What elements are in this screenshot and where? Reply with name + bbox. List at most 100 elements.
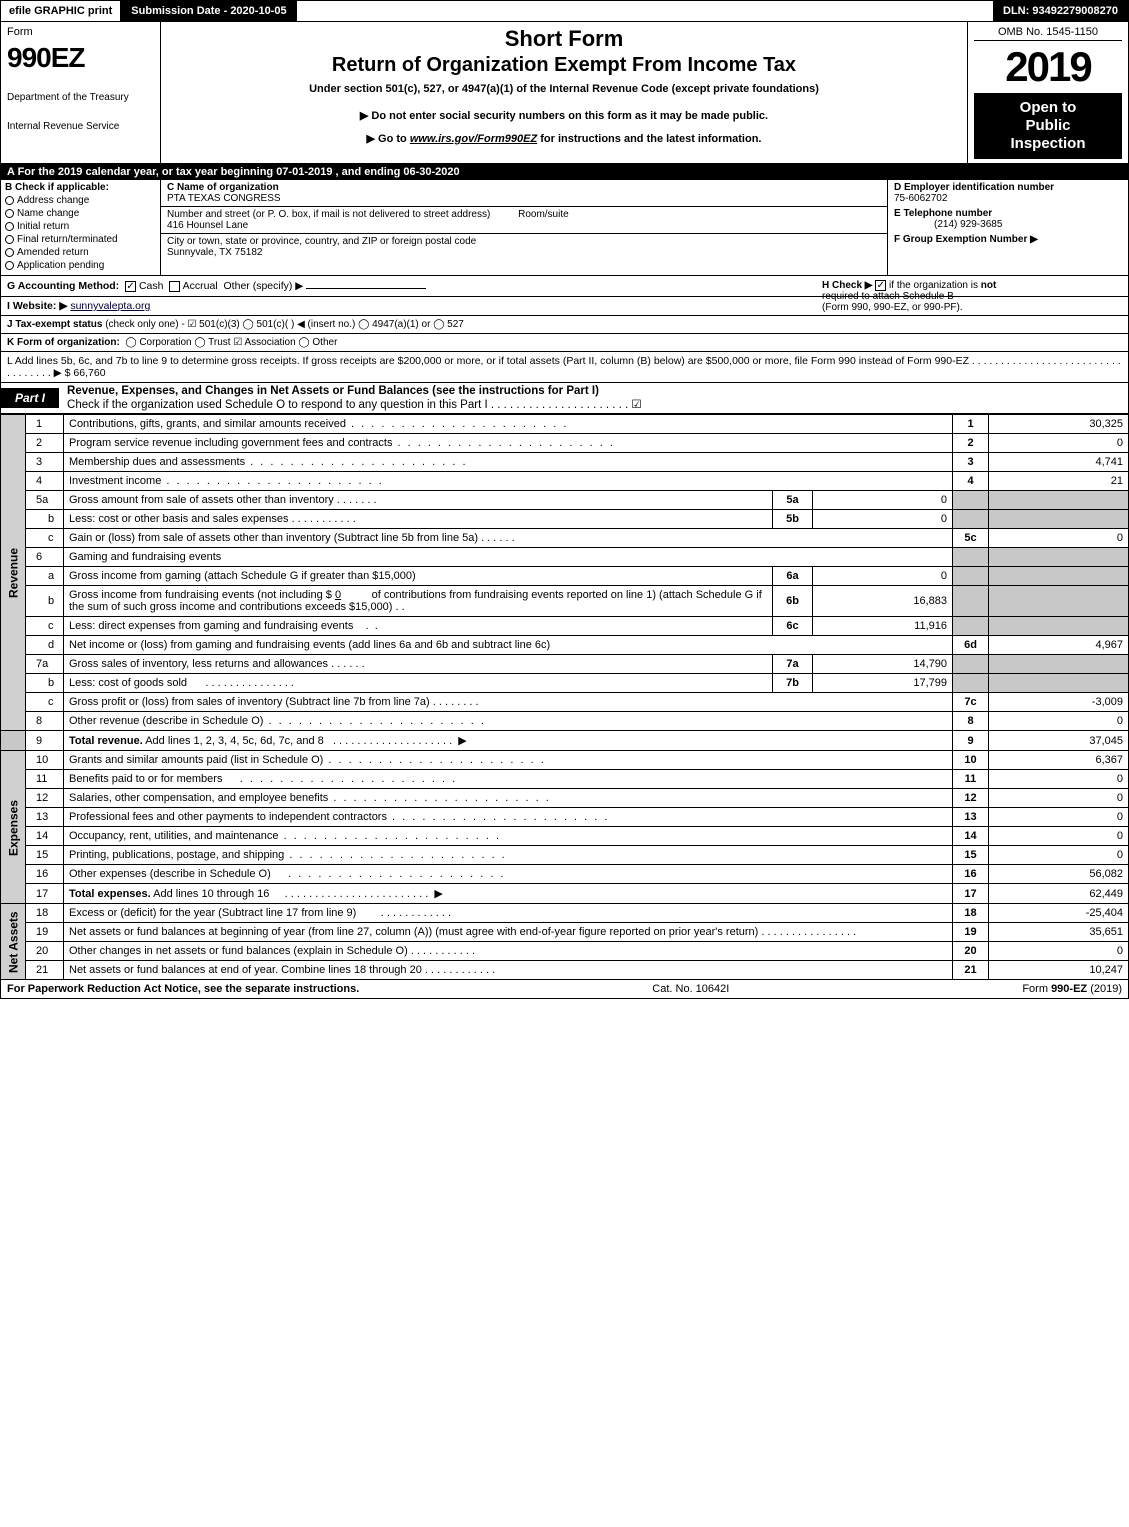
desc-text: Less: cost of goods sold — [69, 677, 187, 689]
rval-grey — [989, 567, 1129, 586]
f-label: F Group Exemption Number ▶ — [894, 234, 1038, 245]
irs-link[interactable]: www.irs.gov/Form990EZ — [410, 133, 537, 145]
accrual-label: Accrual — [183, 280, 218, 292]
circle-icon — [5, 209, 14, 218]
lnum: 7a — [26, 655, 64, 674]
lnum: 8 — [26, 712, 64, 731]
city-label: City or town, state or province, country… — [167, 236, 476, 247]
rnum: 16 — [953, 865, 989, 884]
lnum: 16 — [26, 865, 64, 884]
ldesc: Other revenue (describe in Schedule O) — [64, 712, 953, 731]
lnum: 12 — [26, 789, 64, 808]
section-c: C Name of organization PTA TEXAS CONGRES… — [161, 180, 888, 275]
rval-grey — [989, 586, 1129, 617]
website-link[interactable]: sunnyvalepta.org — [70, 300, 150, 312]
j-label: J Tax-exempt status — [7, 319, 102, 330]
mnum: 7a — [773, 655, 813, 674]
ldesc: Gross sales of inventory, less returns a… — [64, 655, 773, 674]
lnum: 18 — [26, 904, 64, 923]
desc-text: Excess or (deficit) for the year (Subtra… — [69, 907, 356, 919]
ldesc: Program service revenue including govern… — [64, 434, 953, 453]
ein: 75-6062702 — [894, 193, 947, 204]
h-text1: if the organization is — [889, 280, 981, 291]
line-16: 16 Other expenses (describe in Schedule … — [1, 865, 1129, 884]
line-6c: c Less: direct expenses from gaming and … — [1, 617, 1129, 636]
h-text3: (Form 990, 990-EZ, or 990-PF). — [822, 302, 963, 313]
mval: 0 — [813, 510, 953, 529]
short-form-title: Short Form — [169, 26, 959, 52]
ldesc: Less: direct expenses from gaming and fu… — [64, 617, 773, 636]
line-13: 13 Professional fees and other payments … — [1, 808, 1129, 827]
desc-text: Membership dues and assessments — [69, 456, 245, 468]
chk-address-change[interactable]: Address change — [5, 195, 156, 206]
rnum: 1 — [953, 415, 989, 434]
rval: 56,082 — [989, 865, 1129, 884]
desc-text: Benefits paid to or for members — [69, 773, 222, 785]
chk-amended-return[interactable]: Amended return — [5, 247, 156, 258]
ssn-notice: ▶ Do not enter social security numbers o… — [169, 109, 959, 122]
checkbox-accrual[interactable] — [169, 281, 180, 292]
dept-treasury: Department of the Treasury — [7, 92, 154, 103]
mnum: 6b — [773, 586, 813, 617]
rnum: 18 — [953, 904, 989, 923]
section-g-h: G Accounting Method: Cash Accrual Other … — [0, 276, 1129, 297]
ldesc: Salaries, other compensation, and employ… — [64, 789, 953, 808]
k-text: ◯ Corporation ◯ Trust ☑ Association ◯ Ot… — [125, 337, 337, 348]
desc-text: Gross profit or (loss) from sales of inv… — [69, 696, 430, 708]
other-blank-line — [306, 288, 426, 289]
ldesc: Benefits paid to or for members — [64, 770, 953, 789]
line-6: 6 Gaming and fundraising events — [1, 548, 1129, 567]
chk-name-change[interactable]: Name change — [5, 208, 156, 219]
line-1: Revenue 1 Contributions, gifts, grants, … — [1, 415, 1129, 434]
d-label: D Employer identification number — [894, 182, 1054, 193]
ldesc: Investment income — [64, 472, 953, 491]
line-6d: d Net income or (loss) from gaming and f… — [1, 636, 1129, 655]
rnum-grey — [953, 617, 989, 636]
h-label: H Check ▶ — [822, 280, 872, 291]
line-11: 11 Benefits paid to or for members 11 0 — [1, 770, 1129, 789]
form-number: 990EZ — [7, 42, 154, 74]
checkbox-cash[interactable] — [125, 281, 136, 292]
chk-application-pending[interactable]: Application pending — [5, 260, 156, 271]
checkbox-schedule-b-not-required[interactable] — [875, 280, 886, 291]
rval: 62,449 — [989, 884, 1129, 904]
desc-text: Salaries, other compensation, and employ… — [69, 792, 328, 804]
addr-row: Number and street (or P. O. box, if mail… — [161, 207, 887, 234]
mval: 11,916 — [813, 617, 953, 636]
phone: (214) 929-3685 — [894, 219, 1002, 230]
desc-text: Gain or (loss) from sale of assets other… — [69, 532, 478, 544]
open-to-public-box: Open to Public Inspection — [974, 93, 1122, 159]
lnum: d — [26, 636, 64, 655]
top-bar: efile GRAPHIC print Submission Date - 20… — [0, 0, 1129, 22]
line-7c: c Gross profit or (loss) from sales of i… — [1, 693, 1129, 712]
desc-text: Other expenses (describe in Schedule O) — [69, 868, 271, 880]
efile-print-button[interactable]: efile GRAPHIC print — [1, 1, 121, 21]
ldesc: Less: cost of goods sold . . . . . . . .… — [64, 674, 773, 693]
chk-initial-return[interactable]: Initial return — [5, 221, 156, 232]
info-block: B Check if applicable: Address change Na… — [0, 180, 1129, 276]
header-left: Form 990EZ Department of the Treasury In… — [1, 22, 161, 163]
lnum: b — [26, 510, 64, 529]
room-label: Room/suite — [518, 209, 569, 220]
city-row: City or town, state or province, country… — [161, 234, 887, 260]
goto-post: for instructions and the latest informat… — [537, 133, 761, 145]
grey-cell — [1, 731, 26, 751]
mnum: 7b — [773, 674, 813, 693]
rval: 0 — [989, 846, 1129, 865]
rnum: 7c — [953, 693, 989, 712]
lnum: 4 — [26, 472, 64, 491]
rval: 0 — [989, 789, 1129, 808]
desc-text: Program service revenue including govern… — [69, 437, 392, 449]
mval: 16,883 — [813, 586, 953, 617]
l-text: L Add lines 5b, 6c, and 7b to line 9 to … — [7, 355, 1121, 379]
under-section: Under section 501(c), 527, or 4947(a)(1)… — [169, 83, 959, 95]
line-10: Expenses 10 Grants and similar amounts p… — [1, 751, 1129, 770]
lnum: 19 — [26, 923, 64, 942]
lnum: 6 — [26, 548, 64, 567]
desc-text: Contributions, gifts, grants, and simila… — [69, 418, 346, 430]
tax-year-period: A For the 2019 calendar year, or tax yea… — [0, 164, 1129, 180]
line-5a: 5a Gross amount from sale of assets othe… — [1, 491, 1129, 510]
desc-text: Occupancy, rent, utilities, and maintena… — [69, 830, 279, 842]
omb-number: OMB No. 1545-1150 — [974, 26, 1122, 41]
chk-final-return[interactable]: Final return/terminated — [5, 234, 156, 245]
